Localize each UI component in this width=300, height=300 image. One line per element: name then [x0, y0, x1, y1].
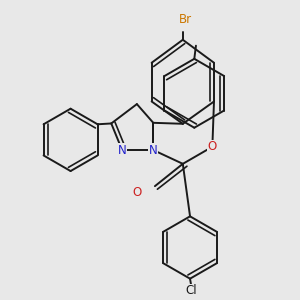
- Text: O: O: [132, 186, 142, 199]
- Text: N: N: [149, 143, 158, 157]
- Text: O: O: [208, 140, 217, 153]
- Text: N: N: [118, 143, 127, 157]
- Text: Br: Br: [178, 13, 192, 26]
- Text: Cl: Cl: [186, 284, 197, 297]
